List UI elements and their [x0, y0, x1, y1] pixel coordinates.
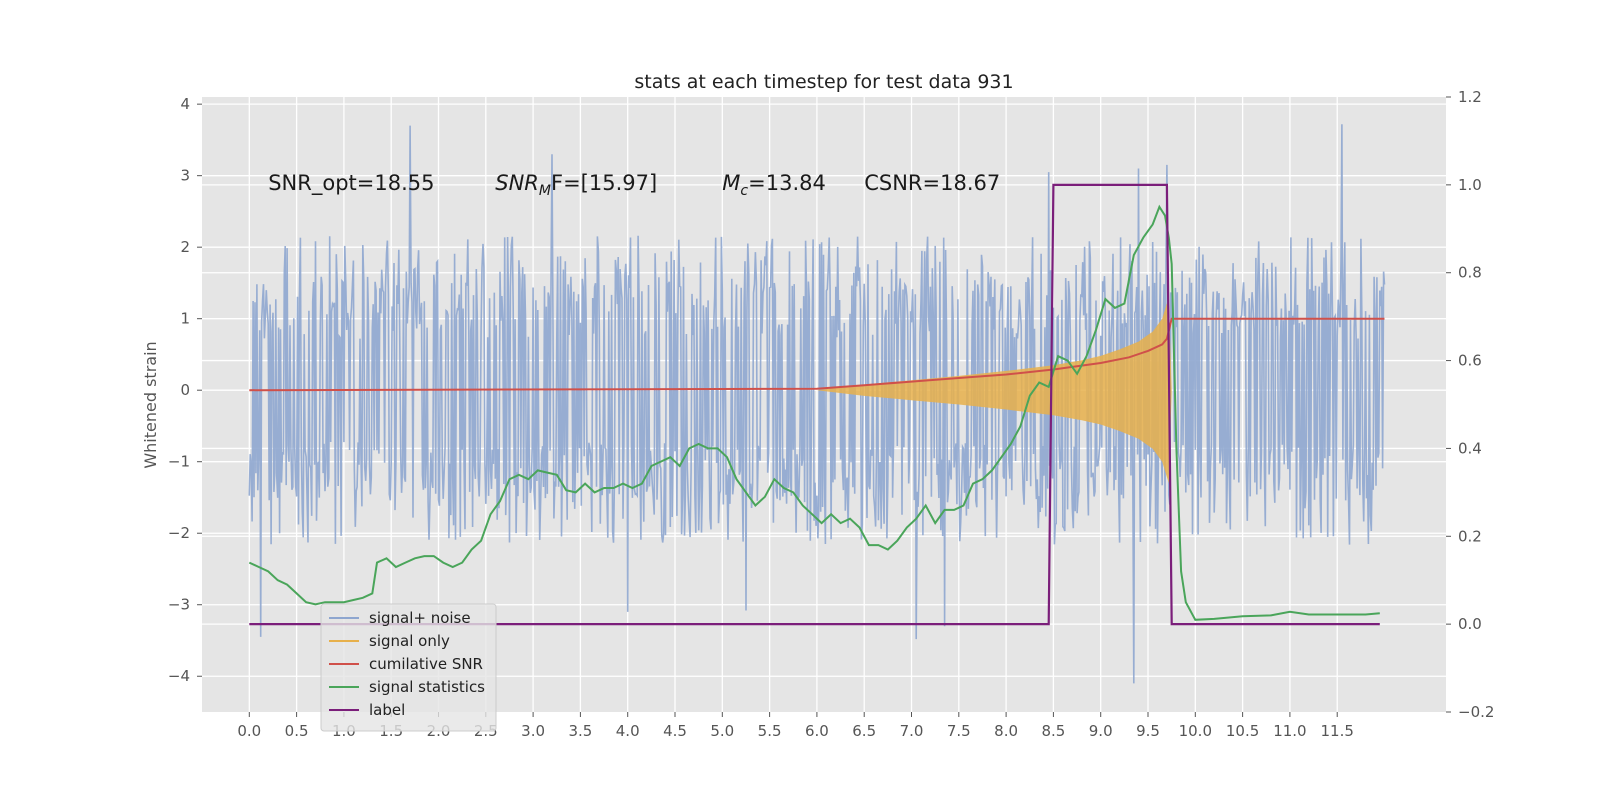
legend-label: signal only — [369, 632, 450, 650]
x-tick-label: 10.0 — [1179, 722, 1212, 740]
y-tick-label: −4 — [168, 667, 190, 685]
legend-label: signal+ noise — [369, 609, 471, 627]
x-tick-label: 6.5 — [852, 722, 876, 740]
x-tick-label: 3.5 — [568, 722, 592, 740]
y-tick-label: −2 — [168, 524, 190, 542]
x-tick-label: 0.0 — [237, 722, 261, 740]
x-axis-ticks: 0.00.51.01.52.02.53.03.54.04.55.05.56.06… — [237, 712, 1354, 740]
plot-area — [248, 124, 1386, 684]
y-tick-label: 4 — [180, 95, 190, 113]
legend-label: label — [369, 701, 405, 719]
y-axis-label: Whitened strain — [141, 341, 160, 468]
y2-tick-label: 0.4 — [1458, 439, 1482, 457]
x-tick-label: 4.0 — [616, 722, 640, 740]
x-tick-label: 10.5 — [1226, 722, 1259, 740]
annotations: SNR_opt=18.55 SNRMF=[15.97] Mc=13.84 CSNR=1… — [268, 171, 1000, 199]
series-signal-only — [816, 297, 1172, 484]
x-tick-label: 0.5 — [285, 722, 309, 740]
series-cumilative-snr — [249, 317, 1385, 392]
legend: signal+ noise signal only cumilative SNR si… — [320, 603, 497, 732]
legend-label: signal statistics — [369, 678, 485, 696]
y-tick-label: −1 — [168, 453, 190, 471]
x-tick-label: 5.0 — [710, 722, 734, 740]
chart-title: stats at each timestep for test data 931 — [634, 71, 1013, 93]
series-label — [249, 183, 1380, 626]
annotation-1: SNR_opt=18.55 — [268, 171, 434, 196]
y-tick-label: 2 — [180, 238, 190, 256]
y2-tick-label: 0.0 — [1458, 615, 1482, 633]
y2-tick-label: 1.2 — [1458, 88, 1482, 106]
x-tick-label: 8.0 — [994, 722, 1018, 740]
y2-tick-label: 0.6 — [1458, 352, 1482, 370]
x-tick-label: 6.0 — [805, 722, 829, 740]
y-tick-label: 1 — [180, 310, 190, 328]
annotation-4: CSNR=18.67 — [864, 171, 1000, 195]
x-tick-label: 7.0 — [900, 722, 924, 740]
legend-box — [320, 603, 497, 732]
annotation-2: SNRMF=[15.97] — [495, 171, 657, 199]
x-tick-label: 11.0 — [1273, 722, 1306, 740]
x-tick-label: 3.0 — [521, 722, 545, 740]
y2-axis-ticks: 1.2 1.0 0.8 0.6 0.4 0.2 0.0 −0.2 — [1446, 88, 1494, 721]
y2-tick-label: 0.2 — [1458, 527, 1482, 545]
x-tick-label: 8.5 — [1041, 722, 1065, 740]
y2-tick-label: 0.8 — [1458, 264, 1482, 282]
annotation-3: Mc=13.84 — [722, 171, 826, 199]
y2-tick-label: 1.0 — [1458, 176, 1482, 194]
x-tick-label: 7.5 — [947, 722, 971, 740]
legend-label: cumilative SNR — [369, 655, 483, 673]
y-tick-label: 0 — [180, 381, 190, 399]
y2-tick-label: −0.2 — [1458, 703, 1494, 721]
y-tick-label: −3 — [168, 596, 190, 614]
x-tick-label: 4.5 — [663, 722, 687, 740]
series-signal-plus-noise — [248, 124, 1386, 684]
x-tick-label: 9.5 — [1136, 722, 1160, 740]
x-tick-label: 5.5 — [758, 722, 782, 740]
y-tick-label: 3 — [180, 167, 190, 185]
x-tick-label: 11.5 — [1321, 722, 1354, 740]
y-axis-ticks: 4 3 2 1 0 −1 −2 −3 −4 — [168, 95, 202, 685]
x-tick-label: 9.0 — [1089, 722, 1113, 740]
series-signal-statistics — [248, 204, 1380, 621]
